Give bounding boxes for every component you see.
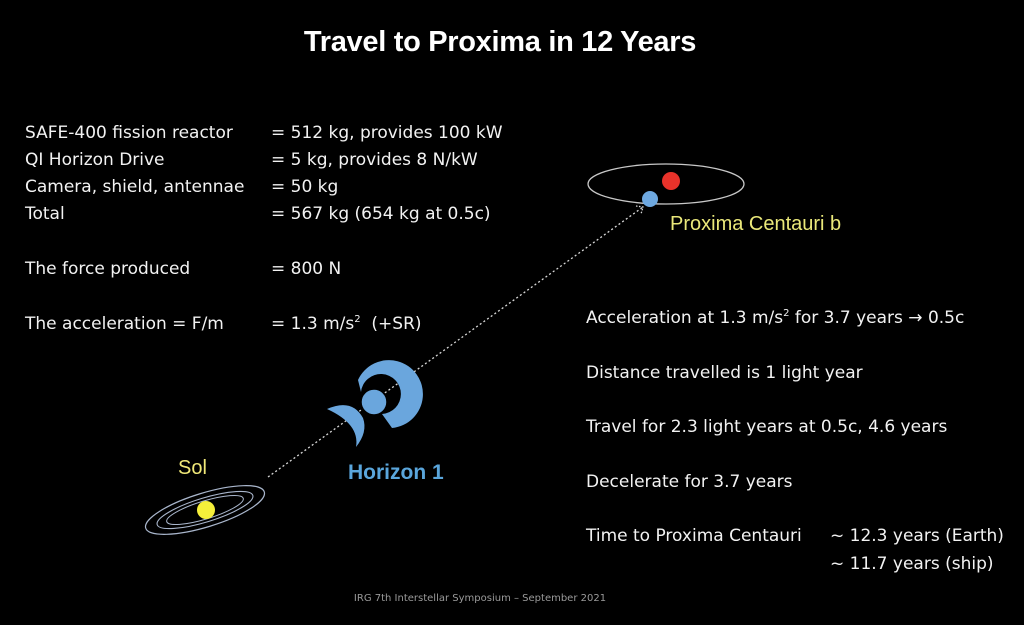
spec-label: The acceleration = F/m bbox=[25, 314, 224, 334]
timeline-acceleration: Acceleration at 1.3 m/s2 for 3.7 years →… bbox=[586, 308, 964, 328]
accel-value-prefix: = 1.3 m/s bbox=[271, 314, 355, 334]
spec-value: = 50 kg bbox=[271, 177, 339, 197]
trajectory-arrowhead-icon bbox=[635, 205, 644, 215]
timeline-decelerate: Decelerate for 3.7 years bbox=[586, 472, 793, 492]
spec-label: The force produced bbox=[25, 259, 191, 279]
timeline-accel-suffix: for 3.7 years → 0.5c bbox=[789, 308, 965, 328]
timeline-distance: Distance travelled is 1 light year bbox=[586, 363, 863, 383]
spec-label: Total bbox=[25, 204, 65, 224]
proxima-centauri-b-label: Proxima Centauri b bbox=[670, 213, 842, 235]
spacecraft-icon bbox=[327, 360, 423, 447]
slide-title: Travel to Proxima in 12 Years bbox=[303, 26, 697, 58]
sun-icon bbox=[197, 501, 215, 519]
spec-label: Camera, shield, antennae bbox=[25, 177, 245, 197]
spec-block: SAFE-400 fission reactor = 512 kg, provi… bbox=[25, 120, 545, 350]
horizon-1-label: Horizon 1 bbox=[348, 461, 444, 484]
timeline-cruise: Travel for 2.3 light years at 0.5c, 4.6 … bbox=[586, 417, 948, 437]
spec-label: QI Horizon Drive bbox=[25, 150, 165, 170]
sol-label: Sol bbox=[178, 457, 207, 479]
spec-value: = 512 kg, provides 100 kW bbox=[271, 123, 503, 143]
accel-value-exponent: 2 bbox=[354, 314, 361, 325]
planet-icon bbox=[642, 191, 658, 207]
trajectory-line bbox=[267, 206, 644, 478]
proxima-star-icon bbox=[662, 172, 680, 190]
proxima-orbit-icon bbox=[587, 163, 745, 205]
spec-value: = 5 kg, provides 8 N/kW bbox=[271, 150, 478, 170]
spec-label: SAFE-400 fission reactor bbox=[25, 123, 233, 143]
slide-footer: IRG 7th Interstellar Symposium – Septemb… bbox=[353, 593, 607, 604]
timeline-accel-prefix: Acceleration at 1.3 m/s bbox=[586, 308, 784, 328]
spec-value: = 1.3 m/s2 (+SR) bbox=[271, 311, 422, 338]
timeline-accel-exponent: 2 bbox=[783, 308, 790, 319]
accel-value-suffix: (+SR) bbox=[360, 314, 422, 334]
timeline-total-label: Time to Proxima Centauri bbox=[586, 526, 802, 546]
timeline-total-ship: ~ 11.7 years (ship) bbox=[830, 554, 994, 574]
spec-value: = 800 N bbox=[271, 259, 342, 279]
spec-value: = 567 kg (654 kg at 0.5c) bbox=[271, 204, 491, 224]
timeline-total-earth: ~ 12.3 years (Earth) bbox=[830, 526, 1004, 546]
